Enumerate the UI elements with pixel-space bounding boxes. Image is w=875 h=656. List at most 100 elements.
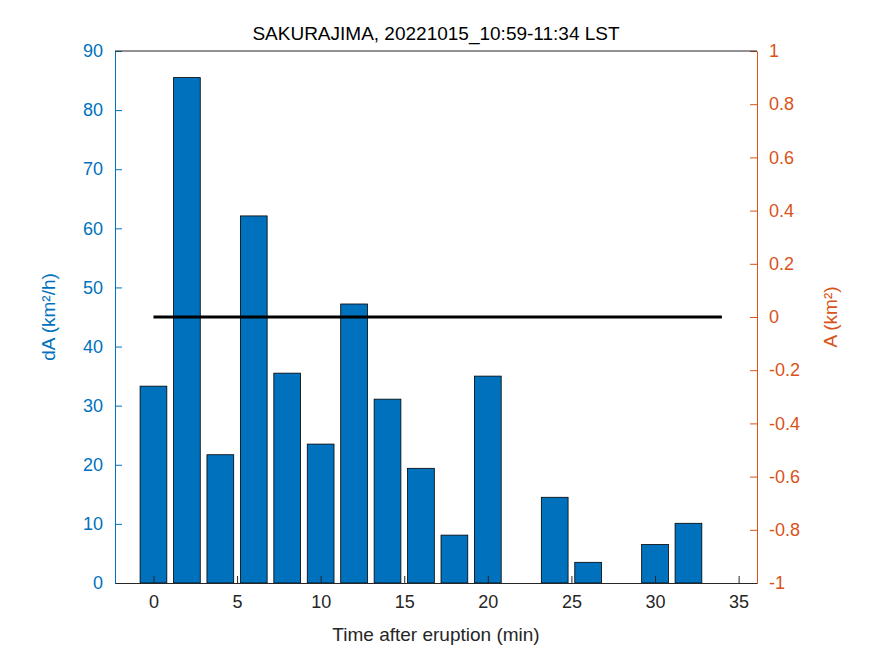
bar <box>474 376 501 583</box>
bar <box>608 583 635 584</box>
tick: 0.6 <box>750 148 794 168</box>
tick-label: 0 <box>93 573 103 593</box>
tick-label: 0.6 <box>769 148 794 168</box>
tick-label: 25 <box>562 592 582 612</box>
tick-mark <box>750 211 757 212</box>
tick-label: -0.6 <box>769 467 800 487</box>
tick-label: 0.8 <box>769 94 794 114</box>
tick-label: 10 <box>311 592 331 612</box>
tick: 0.4 <box>750 201 794 221</box>
bar <box>508 583 535 584</box>
line <box>153 316 721 319</box>
tick: 25 <box>562 576 582 612</box>
y-axis-title: dA (km²/h) <box>38 273 59 361</box>
y2-axis: -1 -0.8 -0.6 -0.4 -0.2 0 0.2 0.4 0.6 0.8 1 <box>750 41 800 593</box>
tick-mark <box>115 347 122 348</box>
chart: 0102030405060708090-1-0.8-0.6-0.4-0.200.… <box>0 0 875 656</box>
tick-mark <box>750 477 757 478</box>
tick-label: 10 <box>83 514 103 534</box>
bar <box>541 497 568 583</box>
tick-label: 60 <box>83 219 103 239</box>
axis-line <box>757 52 758 584</box>
tick-mark <box>115 524 122 525</box>
tick-label: -0.2 <box>769 360 800 380</box>
tick-label: 30 <box>646 592 666 612</box>
tick-mark <box>115 228 122 229</box>
tick: 0.2 <box>750 254 794 274</box>
tick-mark <box>750 157 757 158</box>
tick-label: 30 <box>83 396 103 416</box>
tick-mark <box>488 576 489 583</box>
tick-label: 0 <box>149 592 159 612</box>
bar <box>207 455 234 583</box>
bar <box>274 373 301 583</box>
bar <box>374 399 401 583</box>
tick-label: -0.4 <box>769 414 800 434</box>
tick: 0 <box>149 576 159 612</box>
tick-mark <box>115 406 122 407</box>
tick: 70 <box>83 159 122 179</box>
tick: 5 <box>233 576 243 612</box>
tick-mark <box>750 423 757 424</box>
axis-line <box>116 583 758 584</box>
tick: 20 <box>478 576 498 612</box>
tick: 30 <box>83 396 122 416</box>
tick-label: 80 <box>83 100 103 120</box>
y2-axis-title: A (km²) <box>820 286 841 347</box>
tick: 30 <box>646 576 666 612</box>
title: SAKURAJIMA, 20221015_10:59-11:34 LST <box>252 23 620 45</box>
tick-label: 20 <box>478 592 498 612</box>
x-axis: 0 5 10 15 20 25 30 35 <box>116 576 758 612</box>
tick: 20 <box>83 455 122 475</box>
tick-mark <box>739 576 740 583</box>
tick-label: -0.8 <box>769 520 800 540</box>
tick-label: 90 <box>83 41 103 61</box>
tick: 80 <box>83 100 122 120</box>
tick: 0.8 <box>750 94 794 114</box>
tick-mark <box>571 576 572 583</box>
tick-label: 15 <box>395 592 415 612</box>
tick-label: 0.4 <box>769 201 794 221</box>
bar <box>675 523 702 583</box>
bar <box>575 562 602 583</box>
tick-label: 50 <box>83 278 103 298</box>
bar <box>140 386 167 583</box>
tick: 40 <box>83 337 122 357</box>
tick-mark <box>655 576 656 583</box>
tick-label: 5 <box>233 592 243 612</box>
frame <box>115 51 757 52</box>
bar <box>441 535 468 583</box>
bar <box>408 468 435 583</box>
tick: -0.6 <box>750 467 800 487</box>
tick-mark <box>115 465 122 466</box>
bar <box>240 216 267 583</box>
bar <box>174 78 201 583</box>
plot-background <box>115 51 757 583</box>
tick: -0.2 <box>750 360 800 380</box>
tick: 60 <box>83 219 122 239</box>
tick-label: 20 <box>83 455 103 475</box>
tick-mark <box>153 576 154 583</box>
axis-line <box>115 52 116 584</box>
tick-mark <box>115 110 122 111</box>
tick-mark <box>321 576 322 583</box>
tick: 10 <box>83 514 122 534</box>
tick-mark <box>115 169 122 170</box>
tick-mark <box>750 104 757 105</box>
tick-label: 0.2 <box>769 254 794 274</box>
tick: 0 <box>750 307 779 327</box>
tick-label: -1 <box>769 573 785 593</box>
tick: 15 <box>395 576 415 612</box>
plot-area <box>140 78 722 583</box>
tick-mark <box>115 287 122 288</box>
bar <box>307 444 334 583</box>
tick: 10 <box>311 576 331 612</box>
tick-mark <box>404 576 405 583</box>
x-axis-title: Time after eruption (min) <box>332 624 539 645</box>
tick-mark <box>237 576 238 583</box>
tick-label: 70 <box>83 159 103 179</box>
tick-label: 1 <box>769 41 779 61</box>
tick: 35 <box>729 576 749 612</box>
tick-label: 35 <box>729 592 749 612</box>
tick-mark <box>750 317 757 318</box>
